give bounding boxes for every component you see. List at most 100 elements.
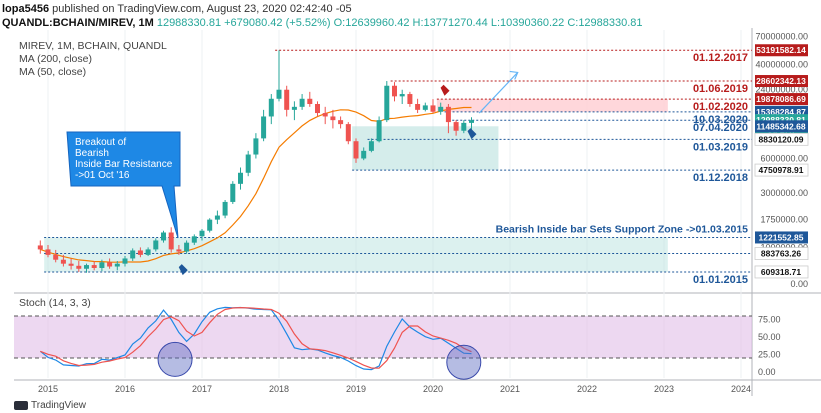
candle-body: [307, 98, 313, 104]
time-tick: 2016: [115, 384, 135, 394]
price-label: 883763.26: [761, 249, 801, 259]
candle-body: [299, 98, 305, 107]
low-value: L:10390360.22: [490, 17, 565, 29]
price-label: 1221552.85: [759, 232, 804, 242]
oversold-marker: [157, 341, 193, 377]
open-value: O:12639960.42: [333, 17, 410, 29]
candle-body: [122, 258, 128, 264]
support-zone-text: Bearish Inside bar Sets Support Zone ->0…: [496, 223, 749, 235]
candle-body: [368, 141, 374, 151]
level-lines: 01.12.201701.06.201901.02.202010.03.2020…: [44, 49, 752, 286]
time-tick: 2023: [654, 384, 674, 394]
price-tick: 1750000.00: [760, 215, 808, 225]
candle-body: [253, 138, 259, 155]
candle-body: [407, 94, 413, 104]
price-tick: 24000000.00: [755, 85, 808, 95]
level-date-label: 01.02.2020: [693, 101, 748, 113]
candle-body: [145, 249, 151, 255]
candle-body: [315, 103, 320, 114]
breakout-callout: [66, 131, 181, 239]
candle-body: [91, 265, 97, 269]
author-name[interactable]: lopa5456: [2, 3, 50, 15]
legend-ma50[interactable]: MA (50, close): [19, 66, 87, 78]
candle-body: [276, 89, 282, 99]
price-change: +679080.42 (+5.52%): [224, 17, 331, 29]
publish-info: published on TradingView.com, August 23,…: [49, 3, 352, 15]
candle-body: [137, 250, 143, 255]
candle-body: [230, 183, 236, 202]
candle-body: [291, 106, 297, 110]
stoch-k-line: [39, 306, 472, 371]
price-label: 19878086.69: [756, 94, 806, 104]
candle-body: [399, 94, 405, 97]
price-tick: 6000000.00: [760, 154, 808, 164]
candle-body: [199, 230, 205, 237]
candle-body: [284, 89, 290, 110]
price-label-box: [754, 247, 809, 260]
candles: [37, 50, 474, 273]
stoch-tick: 0.00: [758, 367, 776, 377]
price-tick: 70000000.00: [755, 32, 808, 42]
candle-body: [176, 249, 182, 252]
candle-body: [222, 201, 228, 216]
candle-body: [461, 122, 467, 131]
price-tick: 0.00: [790, 279, 808, 289]
support-zone: [44, 237, 668, 272]
candle-body: [422, 105, 428, 110]
stoch-tick: 50.00: [758, 332, 781, 342]
tradingview-logo[interactable]: TradingView: [14, 400, 86, 411]
price-label: 53191582.14: [756, 45, 806, 55]
price-label: 4750978.91: [759, 165, 804, 175]
candle-body: [384, 85, 390, 121]
price-label-box: [755, 44, 808, 57]
price-label-box: [754, 163, 809, 177]
price-label-box: [755, 75, 808, 88]
candle-body: [376, 120, 382, 142]
candle-body: [445, 106, 451, 123]
level-date-label: 01.12.2018: [693, 172, 748, 184]
stoch-tick: 75.00: [758, 315, 781, 325]
price-label: 15368284.87: [756, 107, 806, 117]
breakout-pin-icon: [178, 264, 188, 276]
inside-bar-zone: [436, 99, 668, 112]
candle-body: [268, 98, 274, 117]
oversold-marker: [446, 344, 482, 380]
price-label: 609318.71: [761, 267, 801, 277]
candle-body: [207, 219, 213, 231]
candle-body: [76, 265, 82, 269]
publish-header: lopa5456 published on TradingView.com, A…: [2, 3, 352, 15]
level-date-label: 07.04.2020: [693, 122, 748, 134]
candle-body: [37, 245, 43, 250]
tradingview-brand: TradingView: [31, 400, 87, 411]
legend-title[interactable]: MIREV, 1M, BCHAIN, QUANDL: [19, 40, 167, 52]
candle-body: [453, 122, 459, 131]
price-label-box: [754, 132, 809, 146]
candle-body: [184, 242, 190, 252]
candle-body: [161, 232, 166, 241]
resistance-zone: [352, 126, 499, 171]
legend-stoch[interactable]: Stoch (14, 3, 3): [19, 297, 91, 309]
projection-arrow: [478, 72, 519, 114]
price-tick: 40000000.00: [755, 59, 808, 69]
price-label-box: [755, 231, 808, 244]
close-value: C:12988330.81: [567, 17, 643, 29]
candle-body: [130, 250, 136, 259]
candle-body: [392, 85, 397, 97]
projection-arrowhead: [509, 70, 519, 80]
time-tick: 2021: [500, 384, 520, 394]
candle-body: [191, 236, 197, 243]
time-tick: 2019: [346, 384, 366, 394]
candle-body: [84, 265, 89, 269]
price-axis: 75.00 50.00 25.00 0.00 70000000.00 40000000.0…: [754, 32, 809, 377]
price-label: 11485342.68: [756, 121, 805, 131]
candle-body: [153, 240, 159, 250]
stoch-band: [14, 316, 752, 358]
legend-ma200[interactable]: MA (200, close): [19, 53, 92, 65]
callout-text: Inside Bar Resistance: [75, 159, 173, 170]
candle-body: [261, 116, 267, 139]
candle-body: [214, 215, 220, 220]
candle-body: [168, 232, 174, 250]
candle-body: [45, 249, 51, 255]
candle-body: [361, 150, 367, 159]
